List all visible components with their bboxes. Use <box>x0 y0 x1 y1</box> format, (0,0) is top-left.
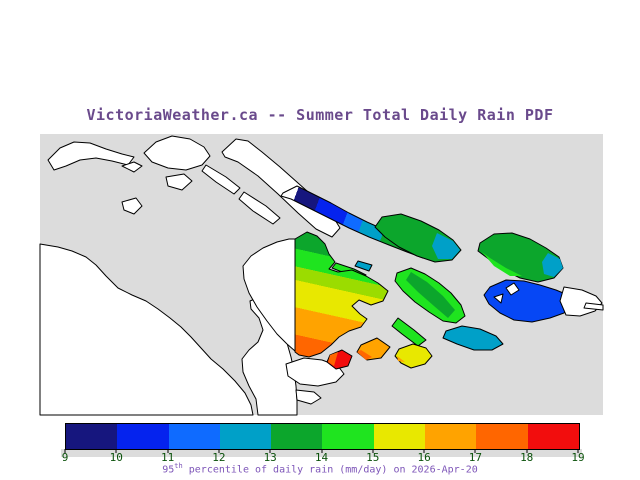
island-sliver-1 <box>201 164 241 195</box>
island-bottom-2 <box>295 389 322 405</box>
orange-islet-dark-patch <box>357 350 372 360</box>
red-islet-orange-rim <box>328 352 338 366</box>
central-island-west-half-white <box>242 238 296 352</box>
plot-title: VictoriaWeather.ca -- Summer Total Daily… <box>86 106 554 124</box>
yellow-islet-orange-patch <box>397 356 405 362</box>
island-north-1b <box>165 173 193 191</box>
island-nw-chain <box>47 141 135 171</box>
island-long-white <box>221 138 341 238</box>
blue-island-diamond-hole <box>505 282 520 296</box>
pender-dark-stripe <box>406 272 455 318</box>
blue-island <box>483 279 571 323</box>
teal-sliver-island <box>354 260 373 272</box>
island-sliver-2 <box>238 191 281 225</box>
mainland-southwest <box>39 243 254 416</box>
saturna-teal-patch <box>542 253 563 277</box>
teal-channel-island <box>442 325 504 351</box>
mayne-teal-patch <box>432 233 460 259</box>
blue-island-white-spit <box>583 302 604 311</box>
island-north-1 <box>143 135 211 171</box>
yellow-islet <box>394 343 433 369</box>
island-nw-chain-tail <box>121 161 143 173</box>
island-bottom-1 <box>285 357 345 387</box>
central-island-east-gradient <box>294 231 389 358</box>
blue-island-notch <box>493 293 504 304</box>
island-tiny-west <box>121 197 143 215</box>
